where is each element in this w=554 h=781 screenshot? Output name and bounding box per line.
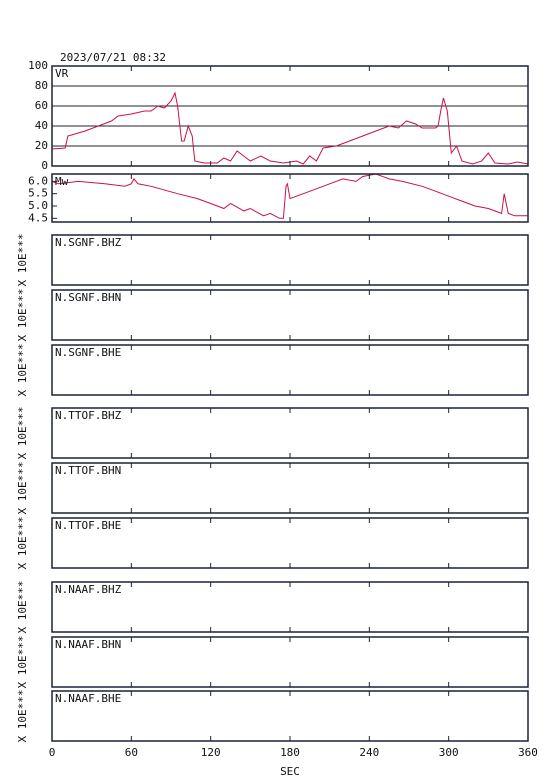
panel-frame [51, 581, 529, 633]
y-axis-label: X 10E*** [16, 636, 29, 689]
y-tick-label: 20 [35, 139, 48, 152]
y-tick-label: 4.5 [28, 211, 48, 224]
x-tick-label: 60 [125, 746, 138, 759]
y-tick-label: 0 [41, 159, 48, 172]
y-tick-label: 60 [35, 99, 48, 112]
panel-title: N.SGNF.BHZ [55, 236, 122, 249]
panel-frame [51, 407, 529, 459]
x-axis-label: SEC [280, 765, 300, 778]
panel-frame [51, 65, 529, 167]
header-time: 2023/07/21 08:32 [60, 51, 166, 64]
panel-frame [51, 690, 529, 742]
panel-title: VR [55, 67, 69, 80]
y-tick-label: 40 [35, 119, 48, 132]
data-line [51, 173, 528, 219]
x-tick-label: 0 [49, 746, 56, 759]
panel-title: N.NAAF.BHZ [55, 583, 122, 596]
panel-frame [51, 289, 529, 341]
y-axis-label: X 10E*** [16, 407, 29, 460]
panel-title: N.TTOF.BHN [55, 464, 121, 477]
panel-frame [51, 234, 529, 286]
x-tick-label: 360 [518, 746, 538, 759]
panel-frame [51, 517, 529, 569]
x-tick-label: 300 [439, 746, 459, 759]
x-tick-label: 180 [280, 746, 300, 759]
panel-title: Mw [55, 175, 69, 188]
panel-title: N.NAAF.BHE [55, 692, 121, 705]
y-axis-label: X 10E*** [16, 581, 29, 634]
x-tick-label: 120 [201, 746, 221, 759]
y-tick-label: 5.0 [28, 199, 48, 212]
y-tick-label: 5.5 [28, 187, 48, 200]
y-tick-label: 6.0 [28, 174, 48, 187]
y-axis-label: X 10E*** [16, 289, 29, 342]
data-line [51, 91, 529, 165]
panel-frame [51, 636, 529, 688]
panel-frame [51, 344, 529, 396]
panel-title: N.TTOF.BHE [55, 519, 121, 532]
y-axis-label: X 10E*** [16, 690, 29, 743]
y-axis-label: X 10E*** [16, 462, 29, 515]
y-axis-label: X 10E*** [16, 517, 29, 570]
y-tick-label: 80 [35, 79, 48, 92]
panel-title: N.TTOF.BHZ [55, 409, 122, 422]
panel-frame [51, 173, 529, 223]
y-axis-label: X 10E*** [16, 234, 29, 287]
panel-title: N.NAAF.BHN [55, 638, 121, 651]
x-tick-label: 240 [359, 746, 379, 759]
y-axis-label: X 10E*** [16, 344, 29, 397]
panel-title: N.SGNF.BHN [55, 291, 121, 304]
y-tick-label: 100 [28, 59, 48, 72]
panel-title: N.SGNF.BHE [55, 346, 121, 359]
panel-frame [51, 462, 529, 514]
